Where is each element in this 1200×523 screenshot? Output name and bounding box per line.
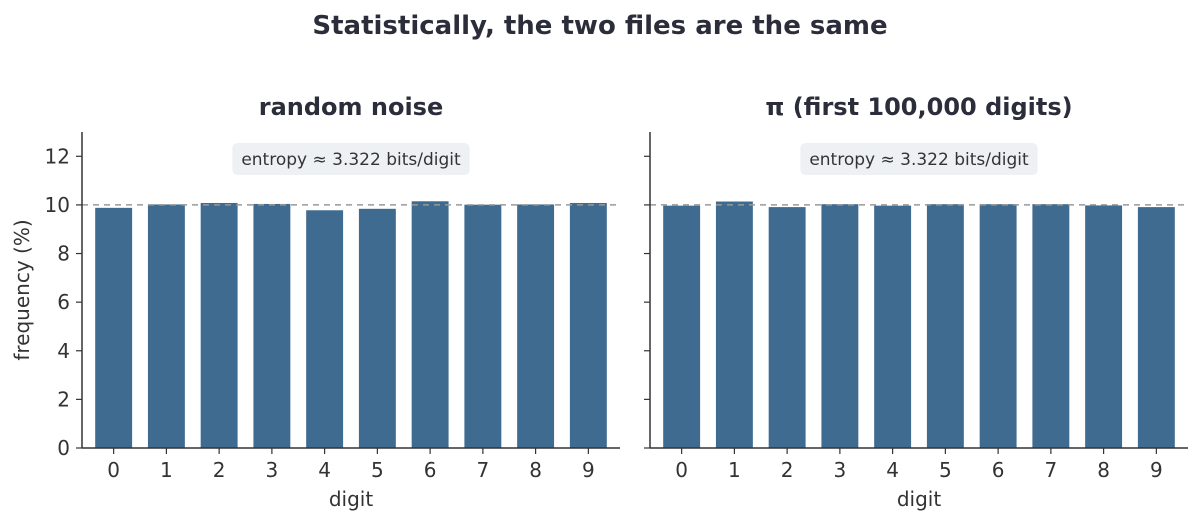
entropy-annotation: entropy ≈ 3.322 bits/digit xyxy=(800,143,1038,175)
bar-digit-8 xyxy=(517,204,555,448)
bar-digit-0 xyxy=(663,205,701,448)
bar-digit-9 xyxy=(1137,207,1175,448)
x-tick-label: 5 xyxy=(939,458,952,482)
bar-digit-1 xyxy=(715,201,753,448)
bar-digit-1 xyxy=(147,204,185,448)
y-tick-label: 4 xyxy=(57,339,70,363)
x-tick-label: 3 xyxy=(266,458,279,482)
bar-digit-3 xyxy=(821,204,859,448)
annotation-text: entropy ≈ 3.322 bits/digit xyxy=(809,150,1029,170)
annotation-box xyxy=(800,143,1038,175)
y-tick-label: 6 xyxy=(57,290,70,314)
chart-panel-1: 0 1 2 3 4 5 6 7 8 9 π (first 100,000 digits) digit e… xyxy=(644,93,1188,511)
x-tick-label: 6 xyxy=(992,458,1005,482)
bar-digit-3 xyxy=(253,203,291,448)
bar-digit-7 xyxy=(464,204,502,448)
x-tick-label: 8 xyxy=(529,458,542,482)
bar-digit-0 xyxy=(95,207,133,448)
figure-title: Statistically, the two files are the sam… xyxy=(312,11,887,41)
y-tick-label: 2 xyxy=(57,387,70,411)
x-tick-label: 1 xyxy=(728,458,741,482)
bar-digit-2 xyxy=(200,202,238,448)
y-tick-label: 10 xyxy=(45,193,70,217)
bar-digit-6 xyxy=(411,201,449,448)
bar-digit-5 xyxy=(358,208,396,448)
bar-digit-7 xyxy=(1032,204,1070,448)
x-tick-label: 5 xyxy=(371,458,384,482)
bar-digit-4 xyxy=(874,205,912,448)
annotation-text: entropy ≈ 3.322 bits/digit xyxy=(241,150,461,170)
x-tick-label: 4 xyxy=(318,458,331,482)
bar-digit-5 xyxy=(926,204,964,448)
x-tick-label: 9 xyxy=(582,458,595,482)
y-axis-label: frequency (%) xyxy=(10,219,34,360)
x-tick-label: 2 xyxy=(213,458,226,482)
bar-digit-6 xyxy=(979,204,1017,448)
x-tick-label: 7 xyxy=(476,458,489,482)
x-tick-label: 3 xyxy=(834,458,847,482)
panel-title: π (first 100,000 digits) xyxy=(765,93,1072,121)
x-tick-label: 4 xyxy=(886,458,899,482)
panel-title: random noise xyxy=(259,93,444,121)
x-tick-label: 0 xyxy=(107,458,120,482)
x-tick-label: 9 xyxy=(1150,458,1163,482)
annotation-box xyxy=(232,143,470,175)
x-tick-label: 6 xyxy=(424,458,437,482)
bar-digit-2 xyxy=(768,207,806,448)
x-axis-label: digit xyxy=(897,487,942,511)
x-tick-label: 2 xyxy=(781,458,794,482)
x-tick-label: 1 xyxy=(160,458,173,482)
y-tick-label: 12 xyxy=(45,144,70,168)
x-axis-label: digit xyxy=(329,487,374,511)
y-tick-label: 8 xyxy=(57,242,70,266)
bar-digit-4 xyxy=(306,210,344,448)
x-tick-label: 0 xyxy=(675,458,688,482)
bar-digit-9 xyxy=(569,202,607,448)
bar-digit-8 xyxy=(1085,205,1123,448)
entropy-annotation: entropy ≈ 3.322 bits/digit xyxy=(232,143,470,175)
x-tick-label: 7 xyxy=(1044,458,1057,482)
x-tick-label: 8 xyxy=(1097,458,1110,482)
y-tick-label: 0 xyxy=(57,436,70,460)
